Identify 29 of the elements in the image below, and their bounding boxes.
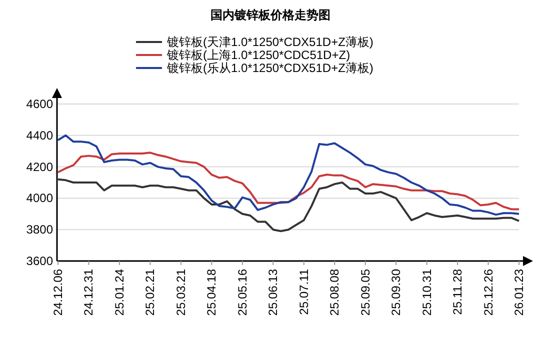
x-tick-label: 25.11.28 xyxy=(450,268,465,315)
x-tick-label: 25.09.30 xyxy=(389,268,404,316)
x-tick-label: 25.12.26 xyxy=(481,268,496,316)
line-series xyxy=(57,134,520,216)
x-tick-label: 25.09.05 xyxy=(358,268,372,316)
x-tick-label: 25.01.24 xyxy=(112,268,126,316)
y-tick-label: 3800 xyxy=(26,222,54,237)
line-series xyxy=(57,152,520,210)
x-tick-label: 25.03.21 xyxy=(174,268,188,316)
chart-title: 国内镀锌板价格走势图 xyxy=(210,8,330,22)
y-tick-label: 4600 xyxy=(26,97,54,111)
x-tick-label: 25.08.08 xyxy=(328,268,342,316)
line-series xyxy=(57,178,520,232)
legend-label: 镀锌板(乐从1.0*1250*CDX51D+Z薄板) xyxy=(166,61,374,75)
y-tick-label: 4000 xyxy=(26,191,54,206)
x-tick-label: 25.07.11 xyxy=(296,268,311,315)
legend-label: 镀锌板(天津1.0*1250*CDX51D+Z薄板) xyxy=(166,35,374,49)
y-tick-label: 4200 xyxy=(26,160,54,174)
x-tick-label: 25.05.16 xyxy=(235,268,250,316)
x-tick-label: 25.10.31 xyxy=(420,268,434,316)
x-tick-label: 24.12.31 xyxy=(82,268,96,316)
x-tick-label: 26.01.23 xyxy=(512,268,526,316)
x-tick-label: 25.06.13 xyxy=(266,268,280,316)
y-tick-label: 3600 xyxy=(26,254,54,268)
y-tick-label: 4400 xyxy=(26,128,54,142)
x-tick-label: 24.12.06 xyxy=(51,268,65,316)
x-tick-label: 25.02.21 xyxy=(143,268,158,316)
x-tick-label: 25.04.18 xyxy=(204,268,219,316)
legend-label: 镀锌板(上海1.0*1250*CDC51D+Z) xyxy=(166,48,350,62)
